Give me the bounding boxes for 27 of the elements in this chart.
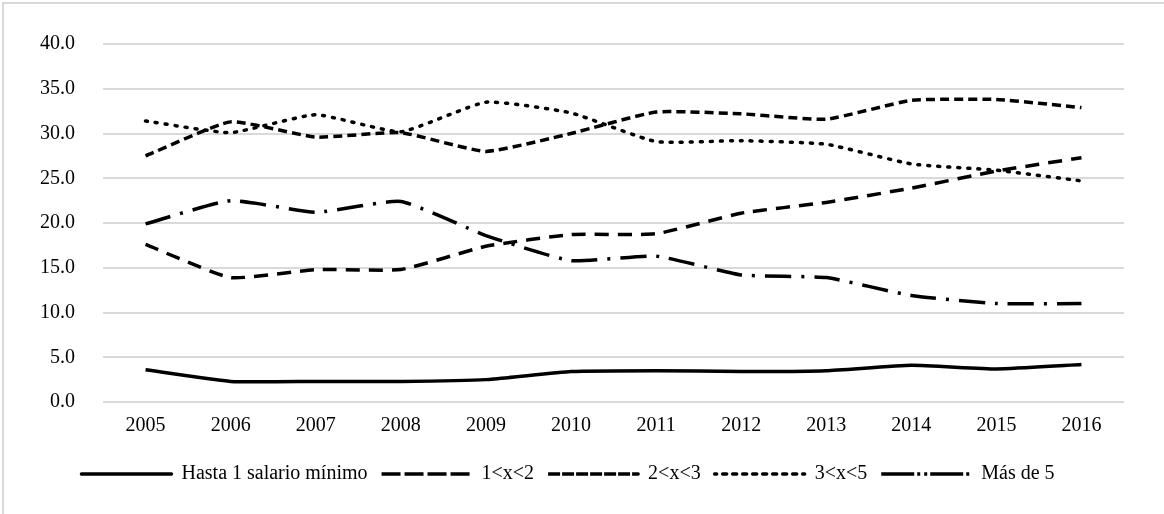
y-tick-label: 40.0 [40,31,75,54]
y-tick-label: 20.0 [40,210,75,233]
y-tick-label: 35.0 [40,76,75,98]
x-tick-label: 2009 [465,413,506,436]
legend-label: Más de 5 [981,461,1055,484]
legend-label: 1<x<2 [481,461,535,484]
y-tick-label: 30.0 [40,120,75,143]
x-tick-label: 2011 [636,413,676,436]
line-series [143,362,1084,384]
y-tick-label: 25.0 [40,165,75,188]
x-tick-label: 2008 [380,413,421,436]
legend-label: 2<x<3 [648,461,701,484]
x-tick-label: 2005 [125,413,166,436]
x-tick-label: 2014 [891,413,932,436]
legend-label: 3<x<5 [814,461,868,484]
x-tick-label: 2013 [806,413,847,436]
x-tick-label: 2015 [976,413,1017,436]
y-tick-label: 0.0 [50,389,75,412]
y-tick-label: 10.0 [40,299,75,322]
x-tick-label: 2010 [550,413,591,436]
x-tick-label: 2016 [1061,413,1102,436]
x-tick-label: 2006 [210,413,251,436]
x-tick-label: 2012 [721,413,762,436]
x-tick-label: 2007 [295,413,336,436]
y-tick-label: 15.0 [40,255,75,277]
legend-label: Hasta 1 salario mínimo [181,461,368,484]
y-tick-label: 5.0 [50,344,75,367]
